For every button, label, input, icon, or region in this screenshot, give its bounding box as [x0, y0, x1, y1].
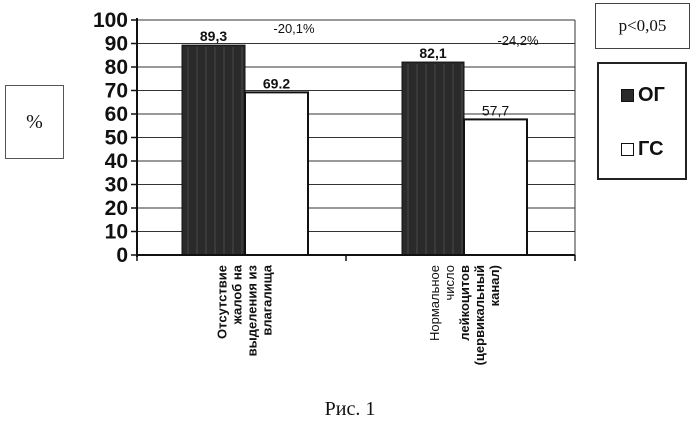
category-label-line: Нормальное [427, 265, 442, 341]
y-axis-ticks: 0102030405060708090100 [93, 9, 137, 267]
category-label-line: канал) [487, 265, 502, 306]
change-label: -24,2% [497, 33, 539, 48]
bar [182, 45, 245, 255]
category-label-line: выделения из [245, 264, 260, 356]
data-label: 69.2 [263, 75, 290, 91]
y-tick-label: 70 [105, 80, 128, 103]
y-tick-label: 20 [105, 197, 128, 220]
legend-item-gs: ГС [621, 138, 664, 161]
y-axis-unit-label: % [26, 111, 43, 134]
data-label: 82,1 [419, 45, 446, 61]
category-labels: Отсутствиежалоб навыделения извлагалища Н… [215, 264, 503, 365]
y-tick-label: 30 [105, 174, 128, 197]
legend-item-og: ОГ [621, 84, 665, 107]
category-label-line: (цервикальный [472, 265, 487, 365]
category-label-line: влагалища [260, 264, 275, 335]
data-label: 57,7 [482, 102, 509, 118]
change-label: -20,1% [273, 21, 315, 36]
legend-swatch-gs [621, 143, 634, 156]
y-axis-unit-box: % [5, 85, 64, 159]
y-tick-label: 90 [105, 33, 128, 56]
y-tick-label: 0 [116, 244, 128, 267]
bar [464, 119, 527, 255]
figure-caption: Рис. 1 [0, 398, 700, 421]
p-value-box: p<0,05 [595, 3, 690, 49]
category-label-line: жалоб на [230, 264, 245, 325]
category-label-line: число [442, 265, 457, 301]
category-label-line: Отсутствие [215, 265, 230, 339]
legend-label-og: ОГ [638, 84, 665, 107]
p-value-label: p<0,05 [619, 16, 667, 36]
y-tick-label: 10 [105, 221, 128, 244]
data-label: 89,3 [200, 28, 227, 44]
y-tick-label: 100 [93, 9, 128, 32]
y-tick-label: 80 [105, 56, 128, 79]
legend-label-gs: ГС [638, 138, 664, 161]
legend: ОГ ГС [597, 62, 687, 180]
bar [402, 62, 464, 255]
y-tick-label: 50 [105, 127, 128, 150]
category-label-line: лейкоцитов [457, 265, 472, 341]
y-tick-label: 40 [105, 150, 128, 173]
bars [182, 45, 527, 255]
y-tick-label: 60 [105, 103, 128, 126]
bar [245, 92, 308, 255]
legend-swatch-og [621, 89, 634, 102]
